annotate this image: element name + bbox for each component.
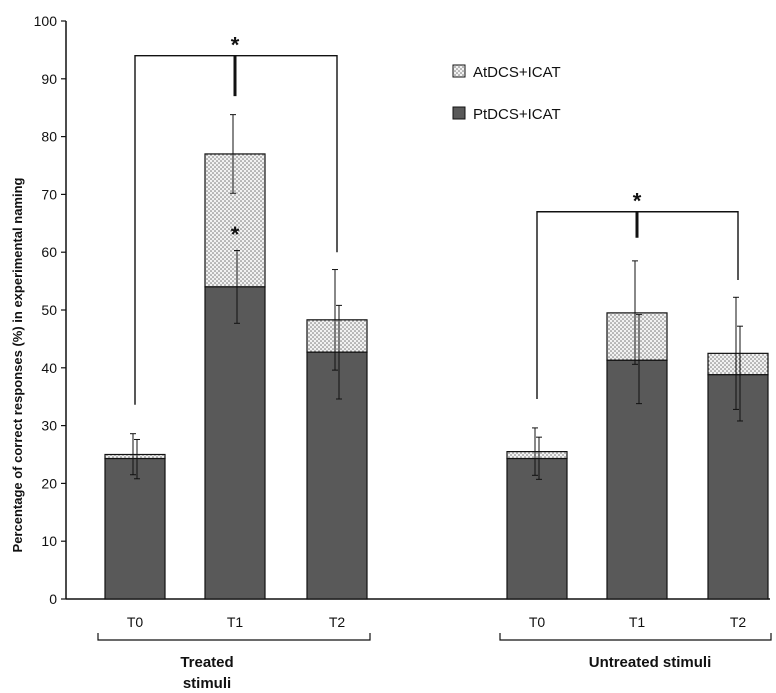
group-bracket — [499, 633, 772, 641]
legend-swatch-ptdcs — [452, 106, 466, 120]
x-tick-label: T2 — [329, 614, 346, 630]
x-tick-label: T2 — [730, 614, 747, 630]
error-bars — [130, 114, 743, 480]
bar-atdcs-icat — [306, 319, 368, 353]
legend-label-atdcs: AtDCS+ICAT — [473, 64, 561, 81]
group-bracket — [97, 633, 371, 641]
bar-atdcs-icat — [104, 453, 166, 460]
y-tick-label: 60 — [41, 244, 57, 260]
y-tick-label: 20 — [41, 475, 57, 491]
bar-atdcs-icat — [204, 153, 266, 288]
y-tick-label: 10 — [41, 533, 57, 549]
bar-ptdcs-icat — [306, 351, 368, 600]
y-axis-title: Percentage of correct responses (%) in e… — [10, 177, 25, 552]
y-tick-label: 80 — [41, 129, 57, 145]
y-tick-label: 100 — [34, 13, 58, 29]
bar-atdcs-icat — [707, 352, 769, 376]
y-tick-label: 50 — [41, 302, 57, 318]
bar-ptdcs-icat — [104, 457, 166, 600]
bars — [104, 153, 769, 600]
significance-star: * — [231, 33, 240, 58]
axes: 0 10 20 30 40 50 60 70 80 90 100 Percentage of corr… — [10, 13, 772, 692]
y-tick-label: 90 — [41, 71, 57, 87]
group-label: Untreated stimuli — [589, 654, 712, 671]
x-tick-label: T1 — [227, 614, 244, 630]
legend-label-ptdcs: PtDCS+ICAT — [473, 106, 561, 123]
group-label: Treated — [180, 654, 233, 671]
y-tick-label: 70 — [41, 186, 57, 202]
y-tick-label: 40 — [41, 360, 57, 376]
y-tick-label: 30 — [41, 418, 57, 434]
bar-ptdcs-icat — [204, 286, 266, 600]
x-tick-label: T1 — [629, 614, 646, 630]
significance-star: * — [231, 222, 240, 247]
legend-swatch-atdcs — [452, 64, 466, 78]
bar-atdcs-icat — [606, 312, 668, 361]
x-tick-label: T0 — [127, 614, 144, 630]
bar-atdcs-icat — [506, 451, 568, 460]
legend: AtDCS+ICAT PtDCS+ICAT — [452, 64, 561, 123]
bar-ptdcs-icat — [707, 374, 769, 600]
bar-ptdcs-icat — [506, 457, 568, 600]
significance-star: * — [633, 189, 642, 214]
annotations: * * * — [134, 33, 739, 405]
bar-ptdcs-icat — [606, 359, 668, 600]
group-label: stimuli — [183, 675, 231, 692]
y-tick-label: 0 — [49, 591, 57, 607]
x-tick-label: T0 — [529, 614, 546, 630]
